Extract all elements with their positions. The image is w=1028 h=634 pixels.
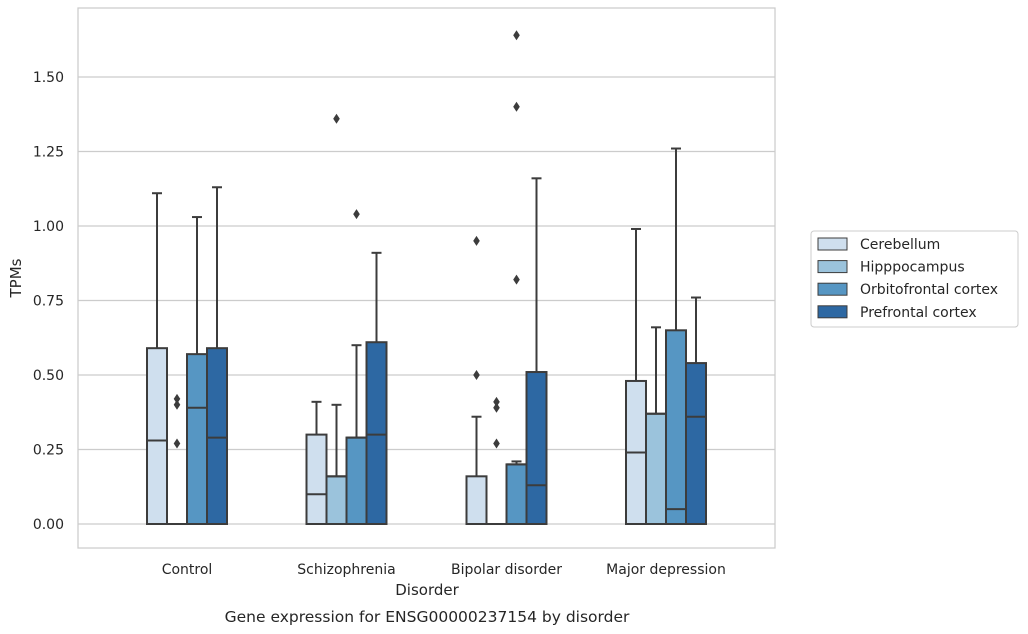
- x-axis-title: Disorder: [395, 581, 459, 599]
- legend-frame: [810, 230, 1019, 328]
- y-axis-title: TPMs: [7, 258, 25, 298]
- box-body: [325, 475, 348, 526]
- x-tick-label: Bipolar disorder: [451, 562, 562, 578]
- outlier-point: [513, 274, 520, 285]
- box-cerebellum: [465, 235, 488, 526]
- legend-swatch: [817, 260, 848, 274]
- outlier-point: [353, 209, 360, 220]
- x-tick-labels: Control Schizophrenia Bipolar disorder Majo…: [162, 562, 726, 578]
- y-tick-label: 1.00: [33, 219, 64, 235]
- outlier-point: [473, 370, 480, 380]
- box-body: [685, 362, 707, 525]
- outlier-point: [173, 438, 181, 449]
- x-tick-label: Control: [162, 562, 213, 578]
- box-prefrontal-cortex: [685, 296, 707, 525]
- x-tick-label: Schizophrenia: [297, 562, 395, 578]
- box-body: [645, 412, 667, 525]
- y-tick-label: 0.00: [33, 517, 64, 533]
- outlier-point: [493, 438, 500, 449]
- legend-swatch: [817, 237, 848, 251]
- chart-caption: Gene expression for ENSG00000237154 by d…: [225, 608, 630, 626]
- legend-label: Prefrontal cortex: [860, 305, 977, 321]
- legend-swatch: [817, 305, 848, 319]
- outlier-point: [173, 399, 181, 410]
- outlier-point: [513, 101, 520, 112]
- box-prefrontal-cortex: [365, 251, 388, 525]
- y-tick-labels: 0.00 0.25 0.50 0.75 1.00 1.25 1.50: [33, 70, 64, 533]
- box-body: [665, 329, 687, 525]
- outlier-point: [333, 113, 340, 124]
- box-body: [365, 341, 388, 525]
- y-tick-label: 0.75: [33, 294, 64, 310]
- y-tick-label: 1.50: [33, 70, 64, 86]
- x-tick-label: Major depression: [606, 562, 726, 578]
- box-body: [465, 475, 488, 526]
- box-hipppocampus: [325, 113, 348, 526]
- plot-frame: [77, 7, 776, 549]
- legend-swatch: [817, 282, 848, 296]
- box-body: [345, 436, 368, 525]
- legend-label: Hipppocampus: [860, 260, 965, 276]
- box-series: [146, 30, 707, 526]
- box-body: [505, 463, 528, 525]
- box-hipppocampus: [166, 393, 188, 526]
- box-orbitofrontal-cortex: [186, 216, 208, 526]
- box-body: [305, 433, 328, 526]
- box-hipppocampus: [645, 326, 667, 525]
- outlier-point: [493, 402, 500, 413]
- box-body: [525, 371, 548, 525]
- y-tick-label: 0.25: [33, 443, 64, 459]
- outlier-point: [473, 235, 480, 246]
- legend-label: Cerebellum: [860, 237, 940, 253]
- outlier-point: [173, 393, 181, 404]
- box-cerebellum: [146, 192, 168, 525]
- box-prefrontal-cortex: [206, 186, 228, 525]
- box-orbitofrontal-cortex: [345, 209, 368, 525]
- legend: Cerebellum Hipppocampus Orbitofrontal cort…: [810, 230, 1019, 328]
- box-body: [206, 347, 228, 525]
- outlier-point: [513, 30, 520, 41]
- y-tick-label: 0.50: [33, 368, 64, 384]
- box-prefrontal-cortex: [525, 177, 548, 525]
- box-body: [186, 353, 208, 526]
- outlier-point: [493, 396, 500, 407]
- y-tick-label: 1.25: [33, 145, 64, 161]
- box-body: [146, 347, 168, 525]
- legend-label: Orbitofrontal cortex: [860, 282, 998, 298]
